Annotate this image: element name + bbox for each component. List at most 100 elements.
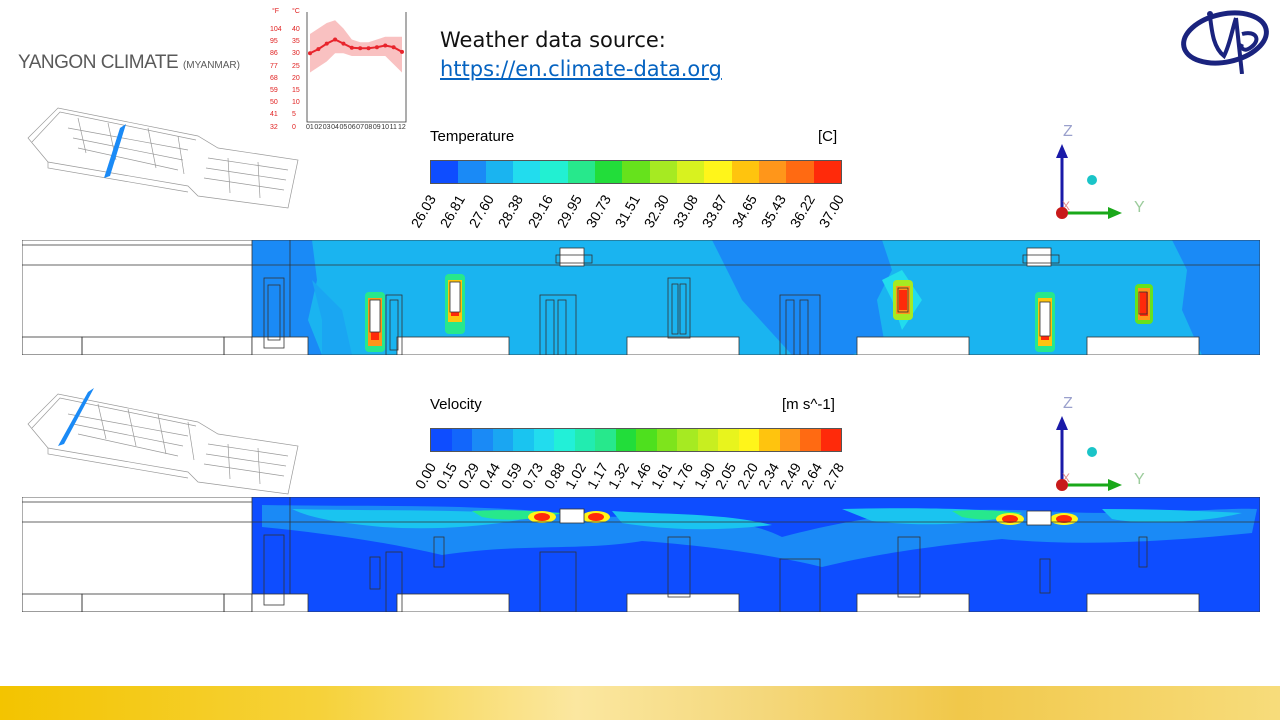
- mean-temperature-point: [391, 45, 396, 50]
- mean-temperature-point: [341, 41, 346, 46]
- colorbar-tick-label: 30.73: [582, 192, 614, 231]
- page-title: YANGON CLIMATE (MYANMAR): [18, 52, 240, 74]
- title-sub: (MYANMAR): [182, 60, 240, 71]
- month-tick: 07: [356, 124, 364, 131]
- chart-axes: [306, 12, 407, 123]
- mean-temperature-point: [374, 45, 379, 50]
- temperature-title: Temperature: [430, 128, 515, 145]
- colorbar-swatch: [813, 161, 841, 183]
- colorbar-tick-label: 36.22: [786, 192, 818, 231]
- temperature-unit: [C]: [818, 128, 838, 145]
- x-axis-label: X: [1062, 471, 1070, 485]
- z-axis-label: Z: [1063, 395, 1073, 412]
- colorbar-swatch: [567, 161, 595, 183]
- celsius-tick: 20: [292, 74, 300, 82]
- company-logo: [1181, 10, 1269, 74]
- y-axis-label: Y: [1134, 471, 1145, 488]
- colorbar-tick-label: 1.46: [626, 460, 654, 492]
- month-tick: 09: [372, 124, 381, 131]
- colorbar-tick-label: 35.43: [757, 192, 789, 231]
- fahrenheit-tick: 104: [270, 26, 282, 33]
- month-tick: 02: [314, 124, 323, 131]
- colorbar-tick-label: 29.16: [524, 192, 556, 231]
- source-link[interactable]: https://en.climate-data.org: [440, 57, 722, 81]
- fahrenheit-tick: 59: [270, 87, 278, 94]
- colorbar-tick-label: 31.51: [611, 192, 643, 231]
- celsius-tick: 0: [292, 123, 296, 131]
- colorbar-swatch: [622, 161, 650, 183]
- colorbar-tick-label: 0.88: [540, 460, 568, 492]
- colorbar-tick-label: 33.08: [669, 192, 702, 231]
- z-axis-label: Z: [1063, 123, 1073, 140]
- colorbar-swatch: [677, 429, 698, 451]
- velocity-title: Velocity: [430, 396, 482, 413]
- title-main: YANGON CLIMATE: [18, 52, 179, 73]
- fahrenheit-tick: 95: [270, 38, 278, 46]
- colorbar-tick-label: 2.20: [733, 460, 762, 492]
- temperature-range-band: [310, 20, 402, 73]
- celsius-tick: 10: [292, 99, 300, 107]
- plan-view-velocity: [27, 388, 299, 495]
- colorbar-tick-label: 1.90: [690, 460, 719, 492]
- colorbar-swatch: [513, 429, 534, 451]
- colorbar-tick-label: 28.38: [494, 192, 527, 231]
- colorbar-swatch: [458, 161, 486, 183]
- climate-chart: °F °C 104 95 86 77 68 59 50 41 32 40 35 30 25 20 15 10…: [268, 8, 413, 133]
- month-tick: 01: [306, 124, 314, 131]
- colorbar-tick-label: 0.00: [411, 460, 439, 492]
- colorbar-swatch: [431, 161, 459, 183]
- mean-temperature-point: [358, 46, 363, 51]
- month-tick: 12: [398, 124, 406, 131]
- colorbar-tick-label: 2.05: [712, 460, 740, 492]
- month-tick: 10: [381, 124, 390, 131]
- section-plane: [104, 124, 126, 178]
- plan-view-temperature: [27, 107, 299, 209]
- axis-triad-top: Z Y X: [1056, 123, 1145, 219]
- fahrenheit-tick: 50: [270, 99, 278, 107]
- fahrenheit-tick: 68: [270, 74, 278, 82]
- fahrenheit-unit: °F: [272, 8, 280, 15]
- colorbar-tick-label: 0.73: [518, 460, 547, 492]
- colorbar-swatch: [779, 429, 800, 451]
- month-tick: 04: [331, 124, 339, 131]
- celsius-tick: 15: [292, 87, 300, 94]
- colorbar-tick-label: 2.34: [755, 460, 783, 492]
- colorbar-tick-label: 1.17: [583, 460, 611, 492]
- colorbar-swatch: [554, 429, 575, 451]
- colorbar-swatch: [595, 429, 616, 451]
- celsius-tick: 5: [292, 111, 296, 119]
- colorbar-tick-label: 26.81: [436, 192, 469, 231]
- mean-temperature-point: [324, 41, 329, 46]
- section-plane: [58, 388, 94, 446]
- velocity-unit: [m s^-1]: [782, 396, 835, 413]
- month-tick: 05: [339, 124, 348, 131]
- mean-temperature-point: [400, 49, 404, 54]
- colorbar-swatch: [676, 161, 705, 183]
- mean-temperature-point: [383, 43, 388, 48]
- colorbar-swatch: [786, 161, 814, 183]
- colorbar-tick-label: 29.95: [553, 192, 585, 231]
- colorbar-tick-label: 34.65: [728, 192, 760, 231]
- colorbar-tick-label: 33.87: [698, 192, 731, 231]
- footer-band: [0, 686, 1280, 720]
- colorbar-swatch: [697, 429, 718, 451]
- colorbar-tick-label: 26.03: [407, 192, 439, 231]
- colorbar-tick-label: 0.29: [454, 460, 482, 492]
- mean-temperature-point: [308, 51, 312, 56]
- colorbar-tick-label: 0.15: [432, 460, 461, 492]
- fahrenheit-tick: 77: [270, 62, 278, 70]
- colorbar-tick-label: 1.61: [647, 460, 676, 492]
- month-tick: 11: [389, 124, 397, 131]
- colorbar-swatch: [636, 429, 657, 451]
- colorbar-tick-label: 27.60: [465, 192, 498, 231]
- x-axis-label: X: [1062, 199, 1070, 213]
- colorbar-tick-label: 2.78: [819, 460, 847, 492]
- colorbar-tick-label: 2.49: [776, 460, 804, 492]
- colorbar-swatch: [451, 429, 472, 451]
- colorbar-swatch: [738, 429, 759, 451]
- y-axis-label: Y: [1134, 199, 1145, 216]
- colorbar-tick-label: 1.76: [669, 460, 697, 492]
- colorbar-swatch: [512, 161, 541, 183]
- temperature-section: [22, 240, 1260, 355]
- fahrenheit-tick: 41: [270, 111, 278, 119]
